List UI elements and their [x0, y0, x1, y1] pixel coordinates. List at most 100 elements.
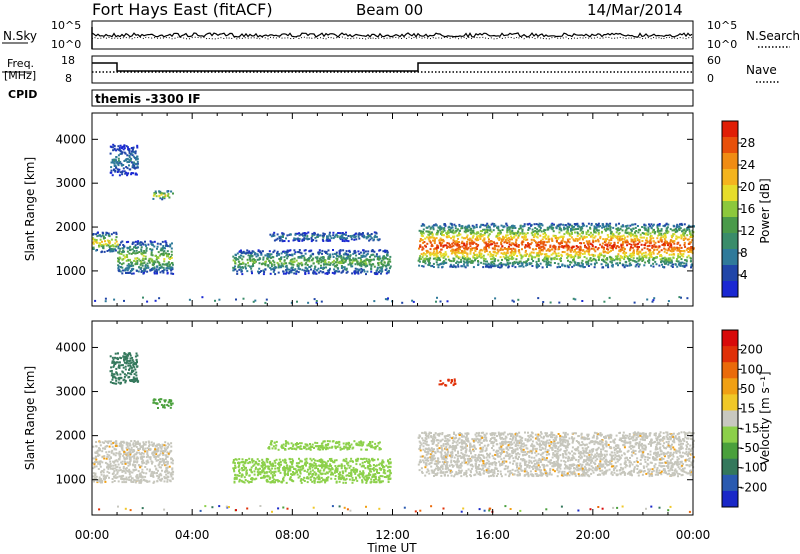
- scatter-cell: [110, 244, 113, 247]
- scatter-cell: [616, 262, 619, 265]
- scatter-cell: [113, 441, 116, 444]
- scatter-cell: [507, 259, 510, 262]
- scatter-cell: [657, 241, 660, 243]
- noise-cell: [158, 297, 161, 300]
- scatter-cell: [97, 468, 100, 470]
- scatter-cell: [121, 460, 124, 463]
- scatter-cell: [122, 465, 125, 468]
- scatter-cell: [601, 246, 604, 249]
- scatter-cell: [450, 252, 453, 255]
- scatter-cell: [310, 264, 313, 267]
- scatter-cell: [658, 223, 661, 225]
- scatter-cell: [118, 361, 121, 364]
- scatter-cell: [322, 240, 325, 242]
- scatter-cell: [128, 164, 130, 167]
- scatter-cell: [243, 252, 246, 255]
- scatter-cell: [122, 454, 125, 457]
- scatter-cell: [298, 251, 300, 254]
- scatter-cell: [681, 261, 684, 264]
- scatter-cell: [165, 243, 168, 246]
- scatter-cell: [262, 258, 265, 261]
- scatter-cell: [110, 247, 113, 250]
- scatter-cell: [280, 252, 283, 255]
- scatter-cell: [535, 230, 538, 233]
- scatter-cell: [436, 231, 439, 234]
- nsearch-label: N.Search: [746, 29, 800, 43]
- scatter-cell: [442, 227, 445, 230]
- scatter-cell: [95, 465, 98, 468]
- colorbar-tick-label: 4: [740, 268, 748, 282]
- scatter-cell: [494, 224, 497, 227]
- scatter-cell: [563, 251, 566, 254]
- scatter-cell: [564, 265, 567, 268]
- scatter-cell: [170, 272, 173, 275]
- scatter-cell: [597, 239, 600, 242]
- range-tick-label: 3000: [55, 176, 86, 190]
- scatter-cell: [483, 237, 486, 240]
- scatter-cell: [277, 253, 280, 256]
- scatter-cell: [659, 238, 662, 241]
- scatter-cell: [380, 266, 383, 269]
- scatter-cell: [274, 273, 277, 276]
- scatter-cell: [310, 255, 313, 258]
- scatter-cell: [470, 227, 472, 230]
- scatter-cell: [449, 263, 452, 266]
- scatter-cell: [332, 234, 335, 237]
- scatter-cell: [423, 258, 426, 260]
- scatter-cell: [512, 247, 515, 250]
- scatter-cell: [128, 265, 131, 268]
- scatter-cell: [607, 223, 610, 226]
- scatter-cell: [488, 246, 491, 249]
- scatter-cell: [151, 258, 154, 261]
- scatter-cell: [164, 194, 167, 197]
- scatter-cell: [492, 256, 495, 259]
- scatter-cell: [549, 246, 552, 248]
- scatter-cell: [613, 245, 616, 248]
- scatter-cell: [429, 254, 432, 257]
- scatter-cell: [165, 473, 168, 476]
- scatter-cell: [369, 260, 372, 263]
- scatter-cell: [346, 254, 349, 256]
- scatter-cell: [680, 237, 683, 240]
- scatter-cell: [353, 238, 356, 241]
- scatter-cell: [520, 262, 523, 265]
- scatter-cell: [548, 238, 551, 241]
- scatter-cell: [118, 168, 121, 171]
- scatter-cell: [617, 235, 620, 238]
- scatter-cell: [677, 263, 680, 266]
- scatter-cell: [674, 247, 677, 250]
- scatter-cell: [317, 262, 320, 265]
- scatter-cell: [168, 245, 171, 248]
- scatter-cell: [649, 225, 652, 228]
- scatter-cell: [363, 264, 366, 267]
- scatter-cell: [542, 230, 545, 233]
- scatter-cell: [372, 250, 375, 253]
- scatter-cell: [690, 264, 693, 267]
- scatter-cell: [660, 236, 663, 239]
- scatter-cell: [435, 249, 438, 252]
- scatter-cell: [573, 239, 576, 242]
- scatter-cell: [111, 244, 114, 247]
- scatter-cell: [334, 234, 337, 237]
- scatter-cell: [130, 370, 133, 373]
- scatter-cell: [439, 239, 441, 241]
- scatter-cell: [522, 265, 525, 268]
- scatter-cell: [359, 257, 362, 260]
- scatter-cell: [102, 477, 105, 480]
- scatter-cell: [422, 259, 425, 262]
- scatter-cell: [119, 475, 122, 478]
- scatter-cell: [546, 263, 549, 266]
- scatter-cell: [306, 237, 308, 240]
- scatter-cell: [124, 268, 127, 270]
- scatter-cell: [451, 224, 454, 227]
- scatter-cell: [428, 258, 431, 261]
- scatter-cell: [110, 467, 112, 470]
- scatter-cell: [670, 234, 673, 237]
- scatter-cell: [126, 246, 129, 249]
- scatter-region: [152, 190, 174, 201]
- scatter-cell: [423, 224, 426, 227]
- scatter-cell: [140, 480, 143, 483]
- scatter-cell: [135, 363, 138, 366]
- scatter-cell: [296, 263, 299, 266]
- scatter-cell: [682, 265, 685, 268]
